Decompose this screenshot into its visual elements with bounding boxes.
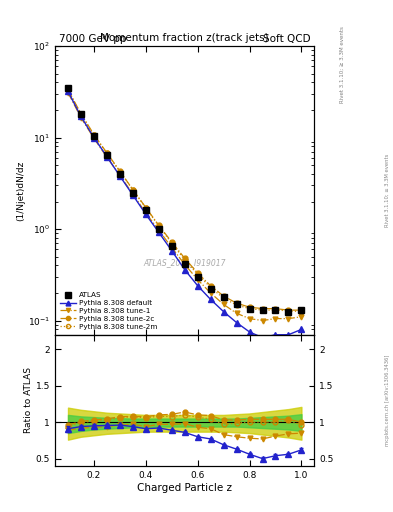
Text: Rivet 3.1.10; ≥ 3.3M events: Rivet 3.1.10; ≥ 3.3M events xyxy=(340,26,344,103)
Text: mcplots.cern.ch [arXiv:1306.3436]: mcplots.cern.ch [arXiv:1306.3436] xyxy=(385,355,389,446)
Legend: ATLAS, Pythia 8.308 default, Pythia 8.308 tune-1, Pythia 8.308 tune-2c, Pythia 8: ATLAS, Pythia 8.308 default, Pythia 8.30… xyxy=(59,291,159,331)
X-axis label: Charged Particle z: Charged Particle z xyxy=(137,482,232,493)
Text: Soft QCD: Soft QCD xyxy=(263,33,310,44)
Text: Rivet 3.1.10; ≥ 3.3M events: Rivet 3.1.10; ≥ 3.3M events xyxy=(385,154,389,227)
Title: Momentum fraction z(track jets): Momentum fraction z(track jets) xyxy=(100,33,269,42)
Text: ATLAS_2011_I919017: ATLAS_2011_I919017 xyxy=(143,258,226,267)
Y-axis label: Ratio to ATLAS: Ratio to ATLAS xyxy=(24,367,33,433)
Y-axis label: (1/Njet)dN/dz: (1/Njet)dN/dz xyxy=(16,160,25,221)
Text: 7000 GeV pp: 7000 GeV pp xyxy=(59,33,127,44)
